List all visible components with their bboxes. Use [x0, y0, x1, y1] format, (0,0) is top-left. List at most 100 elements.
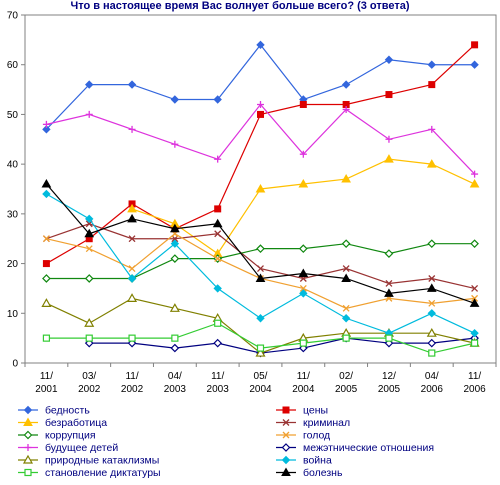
data-point — [428, 125, 436, 133]
data-point — [256, 244, 265, 254]
data-point — [384, 249, 394, 258]
legend-item: болезнь — [276, 467, 343, 479]
data-point — [342, 304, 350, 312]
series-line — [89, 337, 475, 354]
series-layer — [41, 40, 480, 358]
legend-item: природные катаклизмы — [18, 455, 159, 467]
legend-swatch-marker — [23, 430, 33, 440]
legend-label: болезнь — [303, 467, 343, 479]
data-point — [341, 239, 351, 249]
data-point — [214, 205, 222, 213]
x-tick-label-month: 11/ — [40, 371, 53, 382]
x-tick-label: 04/2003 — [164, 371, 187, 395]
data-point — [41, 179, 52, 188]
legend-item: бедность — [18, 405, 90, 417]
data-point — [256, 344, 265, 352]
data-point — [342, 105, 350, 113]
data-point — [299, 289, 308, 298]
data-point — [470, 328, 479, 338]
data-point — [426, 159, 437, 168]
data-point — [470, 339, 479, 347]
legend-item: цены — [276, 405, 328, 417]
x-tick-label-year: 2006 — [463, 384, 486, 395]
x-tick-label: 05/2004 — [249, 371, 272, 395]
x-tick-label: 04/2006 — [421, 371, 444, 395]
data-point — [341, 174, 351, 183]
data-point — [385, 279, 393, 287]
legend-swatch-marker — [24, 444, 32, 451]
data-point — [42, 334, 51, 342]
x-tick-label-month: 11/ — [211, 371, 224, 382]
legend-swatch-marker — [23, 405, 33, 415]
legend-label: бедность — [45, 405, 90, 417]
data-point — [428, 275, 436, 282]
data-point — [470, 60, 479, 69]
data-point — [85, 80, 94, 89]
x-tick-label-year: 2005 — [378, 384, 401, 395]
legend-label: становление диктатуры — [45, 467, 161, 479]
data-point — [299, 339, 307, 347]
data-point — [471, 284, 479, 292]
data-point — [41, 298, 52, 307]
data-point — [128, 235, 136, 243]
data-point — [214, 255, 222, 263]
data-point — [84, 274, 94, 283]
x-tick-label-year: 2004 — [292, 384, 315, 395]
data-point — [128, 265, 136, 273]
legend-swatch-marker — [24, 468, 32, 477]
data-point — [342, 265, 350, 273]
data-point — [42, 189, 51, 199]
x-tick-label-month: 05/ — [254, 371, 268, 382]
legend-swatch-marker — [281, 455, 291, 465]
data-point — [127, 203, 137, 213]
legend-item: будущее детей — [18, 442, 118, 454]
data-point — [42, 120, 50, 128]
data-point — [170, 239, 180, 248]
data-point — [341, 314, 351, 323]
series-11 — [42, 319, 479, 357]
legend-label: голод — [303, 430, 330, 442]
x-tick-label: 11/2003 — [207, 371, 230, 395]
legend-label: природные катаклизмы — [45, 455, 159, 467]
data-point — [299, 284, 307, 292]
data-point — [171, 140, 179, 148]
data-point — [213, 95, 222, 104]
x-tick-label-year: 2001 — [35, 384, 58, 395]
data-point — [213, 284, 222, 293]
y-tick-label: 60 — [7, 60, 19, 71]
data-point — [169, 303, 180, 312]
data-point — [385, 334, 393, 342]
x-tick-label: 11/2006 — [463, 371, 486, 395]
data-point — [42, 235, 50, 243]
legend-item: межэтнические отношения — [276, 442, 434, 454]
data-point — [384, 288, 394, 297]
data-point — [214, 155, 222, 163]
data-point — [385, 135, 393, 143]
data-point — [298, 268, 309, 278]
data-point — [470, 239, 479, 249]
data-point — [85, 245, 93, 253]
data-point — [384, 154, 394, 163]
legend-item: голод — [276, 430, 330, 442]
data-point — [85, 214, 94, 224]
data-point — [257, 265, 264, 273]
data-point — [471, 170, 479, 178]
y-tick-label: 40 — [7, 160, 19, 171]
legend-swatch-marker — [23, 417, 33, 426]
data-point — [171, 235, 179, 243]
data-point — [384, 55, 394, 64]
data-point — [171, 334, 179, 342]
data-point — [428, 299, 436, 307]
data-point — [127, 80, 137, 89]
data-point — [85, 110, 93, 118]
legend-swatch-marker — [281, 467, 291, 476]
data-point — [42, 125, 51, 134]
y-tick-label: 10 — [7, 309, 19, 320]
x-tick-label-year: 2004 — [249, 384, 272, 395]
data-point — [128, 334, 136, 342]
legend-swatch-marker — [282, 419, 290, 426]
legend-label: межэтнические отношения — [303, 442, 434, 454]
x-tick-label: 11/2002 — [121, 371, 144, 395]
data-point — [426, 283, 437, 292]
y-tick-label: 50 — [7, 110, 19, 121]
